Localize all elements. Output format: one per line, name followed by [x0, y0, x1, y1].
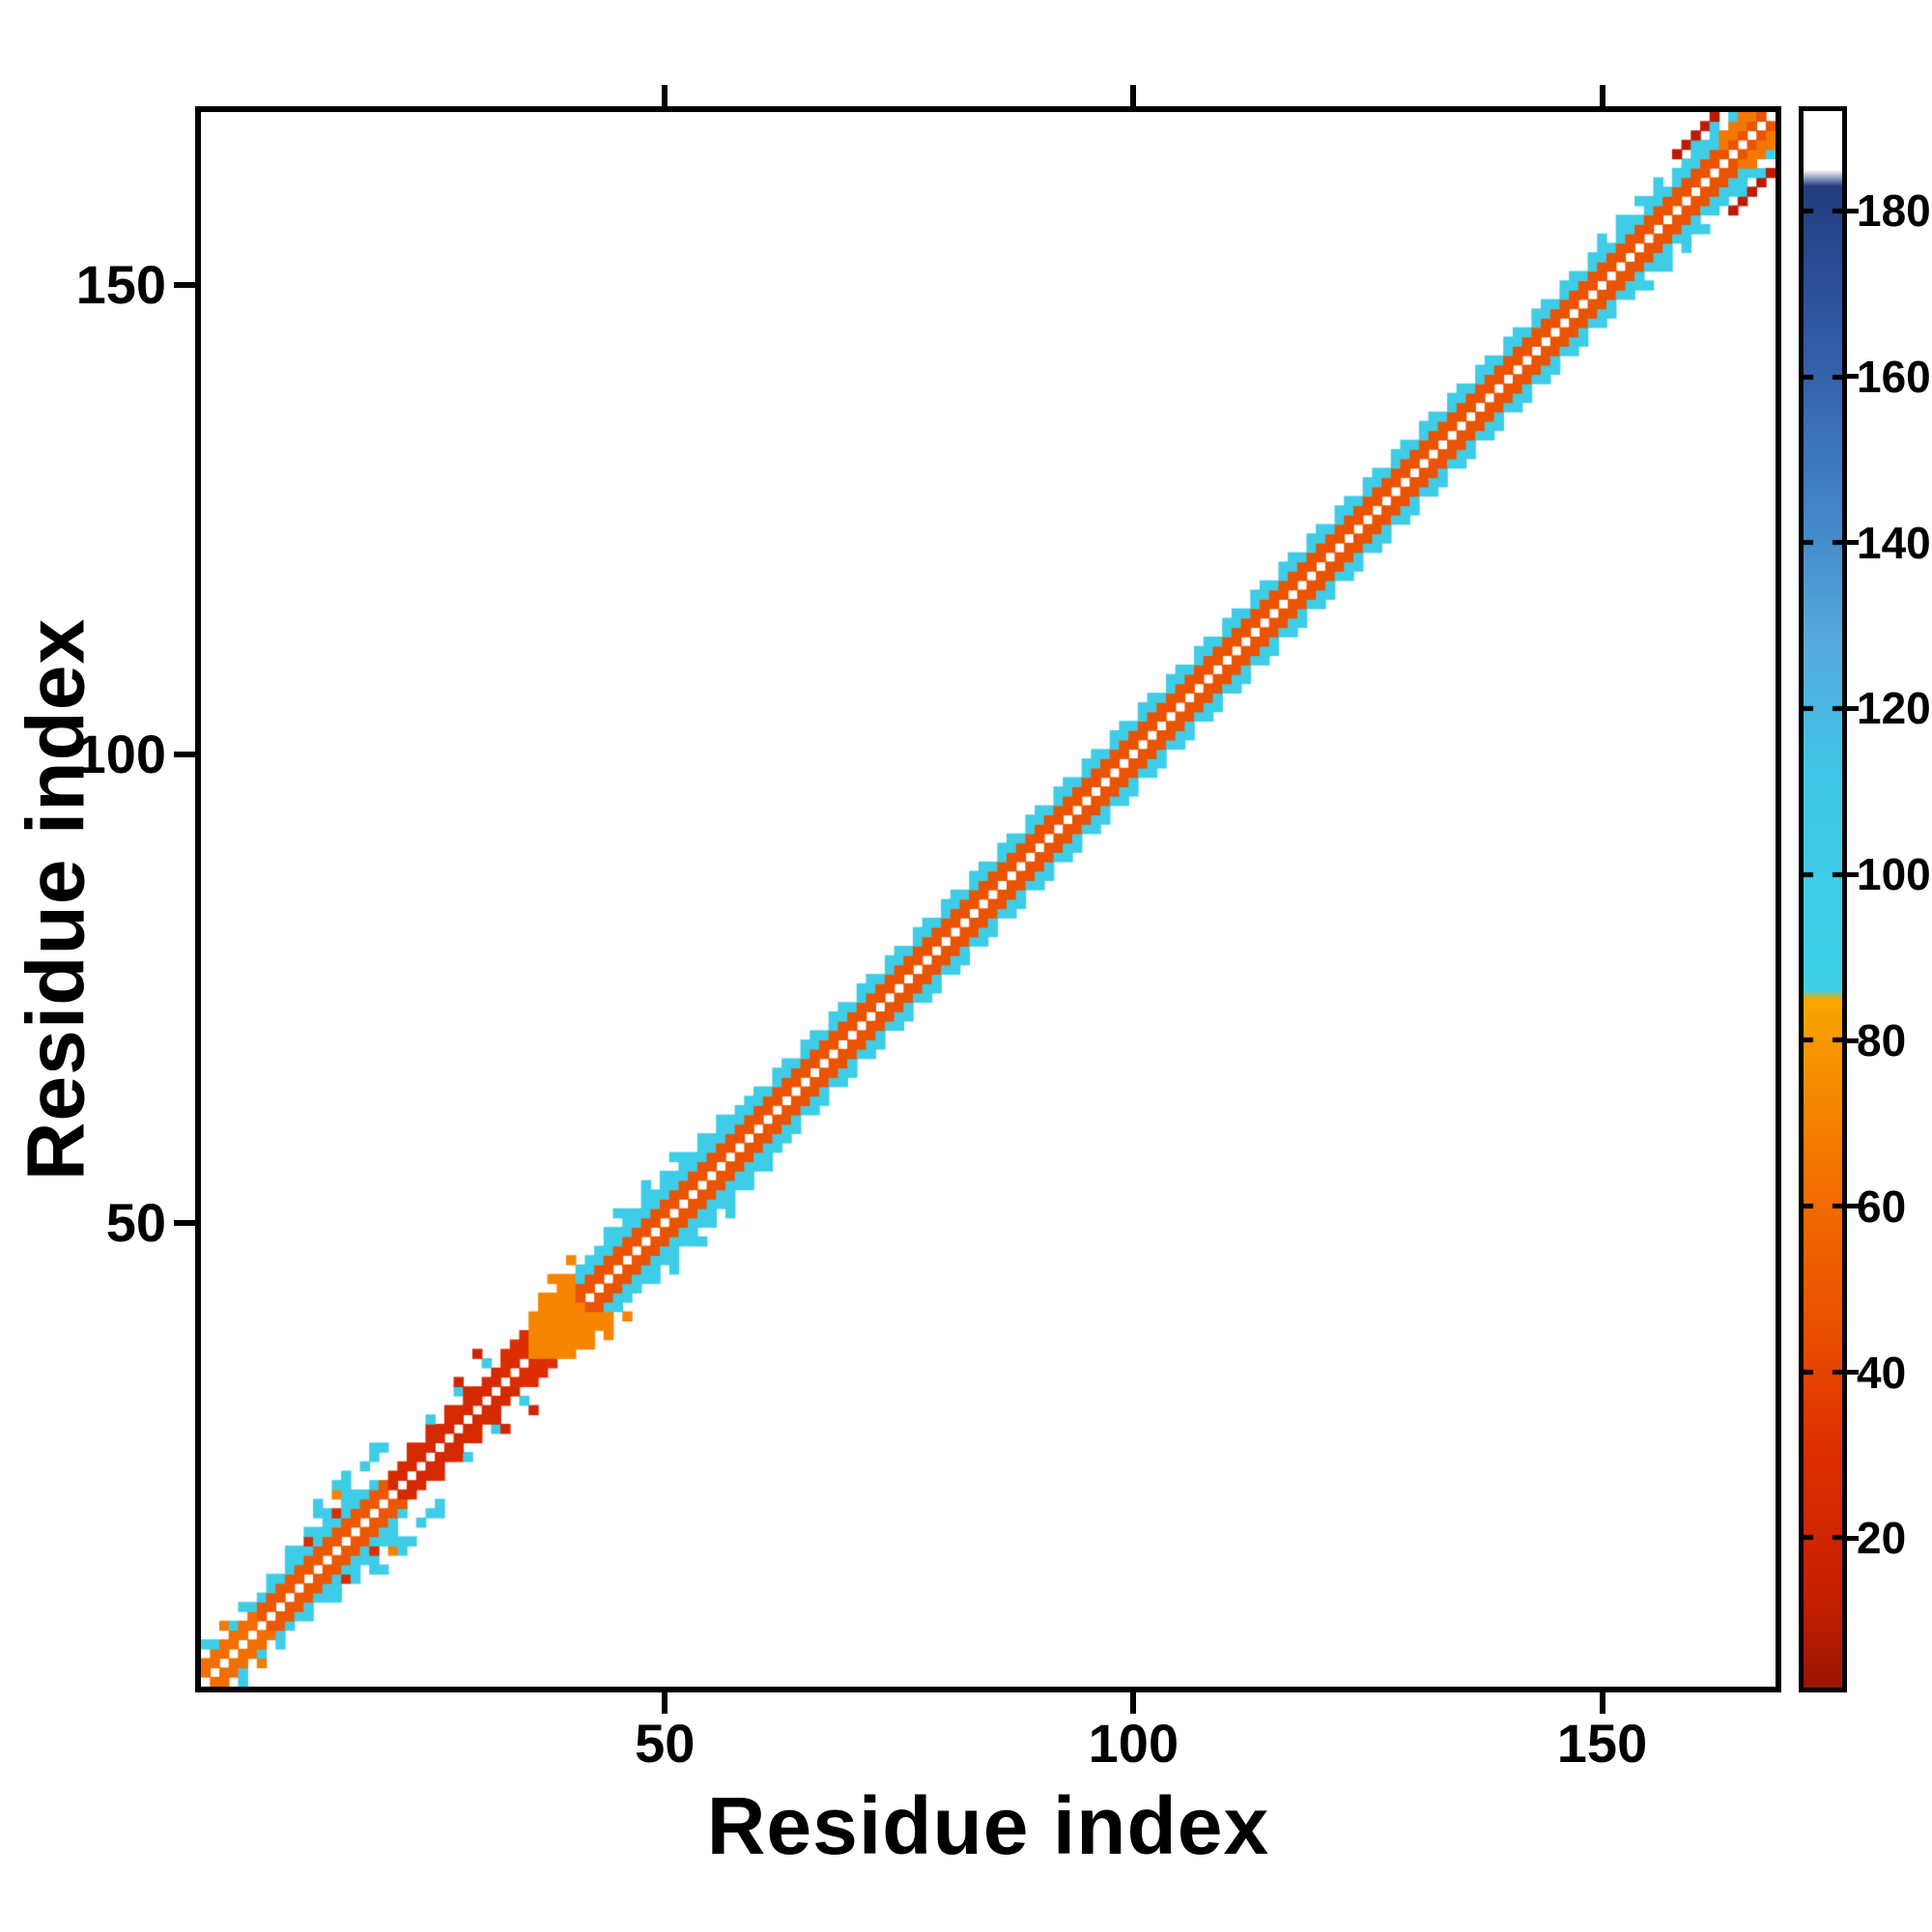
colorbar-tick-label: 40 — [1857, 1347, 1907, 1398]
colorbar-tick-label: 160 — [1857, 351, 1931, 402]
y-tick-mark — [174, 282, 195, 289]
x-tick-mark-bottom — [1130, 1692, 1137, 1714]
x-axis-title: Residue index — [706, 1780, 1270, 1871]
y-tick-label: 50 — [105, 1191, 166, 1253]
colorbar-tick-mark — [1847, 374, 1859, 380]
x-tick-mark-bottom — [662, 1692, 668, 1714]
colorbar-tick-mark — [1847, 1037, 1859, 1043]
colorbar-tick-label: 20 — [1857, 1513, 1907, 1564]
x-tick-mark-top — [662, 85, 668, 106]
colorbar-frame — [1799, 106, 1847, 1692]
y-tick-mark — [174, 751, 195, 757]
colorbar-tick-mark — [1847, 871, 1859, 877]
colorbar-tick-mark — [1847, 208, 1859, 213]
y-tick-label: 150 — [75, 254, 166, 316]
y-tick-mark — [174, 1219, 195, 1226]
x-tick-mark-bottom — [1599, 1692, 1605, 1714]
colorbar-tick-label: 180 — [1857, 185, 1931, 237]
colorbar-tick-label: 140 — [1857, 517, 1931, 568]
x-tick-mark-top — [1130, 85, 1137, 106]
colorbar-tick-mark — [1847, 1535, 1859, 1541]
y-axis-title: Residue index — [10, 617, 101, 1181]
x-tick-label: 150 — [1556, 1713, 1648, 1774]
colorbar-tick-mark — [1847, 705, 1859, 711]
colorbar-tick-mark — [1847, 1204, 1859, 1209]
colorbar-tick-label: 80 — [1857, 1015, 1907, 1066]
colorbar-tick-label: 100 — [1857, 849, 1931, 900]
colorbar-tick-mark — [1847, 540, 1859, 546]
contact-map-heatmap — [201, 112, 1776, 1687]
colorbar-gradient — [1804, 111, 1842, 1688]
x-tick-label: 100 — [1088, 1713, 1179, 1774]
x-tick-label: 50 — [635, 1713, 696, 1774]
colorbar-tick-mark — [1847, 1370, 1859, 1376]
plot-frame — [195, 106, 1781, 1692]
y-tick-label: 100 — [75, 723, 166, 784]
x-tick-mark-top — [1599, 85, 1605, 106]
colorbar-tick-label: 60 — [1857, 1180, 1907, 1232]
colorbar-tick-label: 120 — [1857, 683, 1931, 734]
